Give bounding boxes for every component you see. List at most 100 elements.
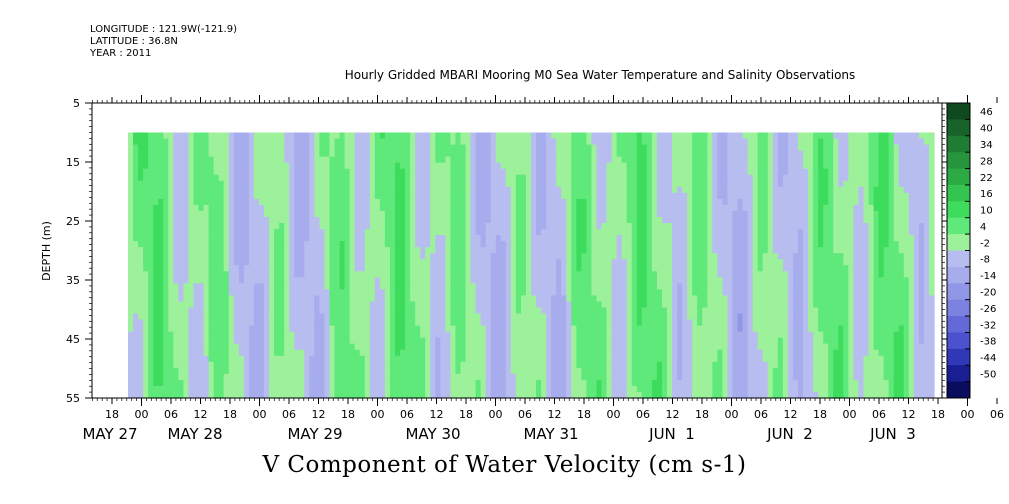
- heatmap-cell: [213, 391, 220, 399]
- heatmap-cell: [646, 349, 653, 357]
- heatmap-cell: [274, 168, 280, 176]
- heatmap-cell: [531, 192, 537, 200]
- heatmap-cell: [128, 132, 134, 140]
- heatmap-cell: [405, 168, 411, 176]
- heatmap-cell: [656, 289, 663, 297]
- heatmap-cell: [248, 373, 255, 381]
- heatmap-cell: [193, 349, 200, 357]
- heatmap-cell: [601, 210, 608, 218]
- heatmap-cell: [596, 186, 603, 194]
- heatmap-cell: [264, 373, 270, 381]
- heatmap-cell: [455, 150, 462, 158]
- heatmap-cell: [460, 313, 467, 321]
- heatmap-cell: [138, 168, 144, 176]
- heatmap-cell: [646, 235, 653, 242]
- heatmap-cell: [515, 337, 522, 345]
- heatmap-cell: [677, 229, 683, 236]
- heatmap-cell: [515, 325, 522, 333]
- heatmap-cell: [561, 168, 567, 176]
- heatmap-cell: [364, 391, 371, 399]
- heatmap-cell: [349, 373, 356, 381]
- heatmap-cell: [213, 277, 220, 284]
- heatmap-cell: [682, 379, 688, 387]
- heatmap-cell: [646, 343, 653, 351]
- heatmap-cell: [576, 174, 582, 182]
- heatmap-cell: [682, 295, 688, 303]
- heatmap-cell: [586, 168, 593, 176]
- heatmap-cell: [667, 235, 673, 242]
- heatmap-cell: [536, 198, 542, 206]
- heatmap-cell: [133, 198, 139, 206]
- heatmap-cell: [631, 156, 638, 164]
- heatmap-cell: [168, 168, 174, 176]
- heatmap-cell: [178, 253, 185, 260]
- heatmap-cell: [319, 210, 326, 218]
- heatmap-cell: [495, 162, 502, 170]
- heatmap-cell: [566, 289, 572, 297]
- heatmap-cell: [359, 138, 366, 146]
- heatmap-cell: [490, 373, 497, 381]
- heatmap-cell: [394, 229, 401, 236]
- heatmap-cell: [576, 379, 582, 387]
- heatmap-cell: [279, 307, 285, 315]
- heatmap-cell: [500, 385, 507, 393]
- heatmap-cell: [269, 192, 275, 200]
- heatmap-cell: [475, 349, 482, 357]
- heatmap-cell: [153, 174, 159, 182]
- heatmap-cell: [556, 180, 562, 188]
- heatmap-cell: [258, 180, 265, 188]
- heatmap-cell: [415, 168, 421, 176]
- heatmap-cell: [586, 247, 593, 254]
- heatmap-cell: [344, 283, 351, 290]
- heatmap-cell: [581, 229, 588, 236]
- heatmap-cell: [480, 168, 487, 176]
- heatmap-cell: [279, 235, 285, 242]
- heatmap-cell: [369, 385, 376, 393]
- heatmap-cell: [364, 301, 371, 309]
- heatmap-cell: [631, 391, 638, 399]
- heatmap-cell: [193, 229, 200, 236]
- heatmap-cell: [490, 283, 497, 290]
- heatmap-cell: [596, 295, 603, 303]
- heatmap-cell: [576, 253, 582, 260]
- heatmap-cell: [359, 283, 366, 290]
- heatmap-cell: [531, 229, 537, 236]
- heatmap-cell: [238, 247, 245, 254]
- heatmap-cell: [309, 355, 315, 363]
- heatmap-cell: [525, 307, 532, 315]
- heatmap-cell: [289, 355, 295, 363]
- heatmap-cell: [218, 198, 225, 206]
- heatmap-cell: [193, 132, 200, 140]
- heatmap-cell: [621, 391, 628, 399]
- heatmap-cell: [515, 271, 522, 278]
- heatmap-cell: [596, 265, 603, 272]
- heatmap-cell: [193, 150, 200, 158]
- heatmap-cell: [546, 192, 552, 200]
- heatmap-cell: [495, 331, 502, 339]
- heatmap-cell: [394, 259, 401, 266]
- heatmap-cell: [440, 204, 446, 212]
- heatmap-cell: [243, 144, 250, 152]
- heatmap-cell: [299, 156, 305, 164]
- heatmap-cell: [455, 247, 462, 254]
- heatmap-cell: [510, 337, 517, 345]
- heatmap-cell: [410, 223, 416, 230]
- heatmap-cell: [651, 367, 658, 375]
- heatmap-cell: [420, 391, 426, 399]
- heatmap-cell: [389, 144, 396, 152]
- heatmap-cell: [687, 150, 693, 158]
- heatmap-cell: [520, 307, 527, 315]
- heatmap-cell: [128, 331, 134, 339]
- heatmap-cell: [591, 138, 598, 146]
- heatmap-cell: [233, 319, 240, 327]
- heatmap-cell: [500, 367, 507, 375]
- heatmap-cell: [299, 355, 305, 363]
- heatmap-cell: [188, 325, 195, 333]
- heatmap-cell: [304, 150, 310, 158]
- heatmap-cell: [646, 337, 653, 345]
- heatmap-cell: [677, 295, 683, 303]
- heatmap-cell: [631, 379, 638, 387]
- heatmap-cell: [379, 144, 386, 152]
- heatmap-cell: [420, 259, 426, 266]
- heatmap-cell: [223, 373, 230, 381]
